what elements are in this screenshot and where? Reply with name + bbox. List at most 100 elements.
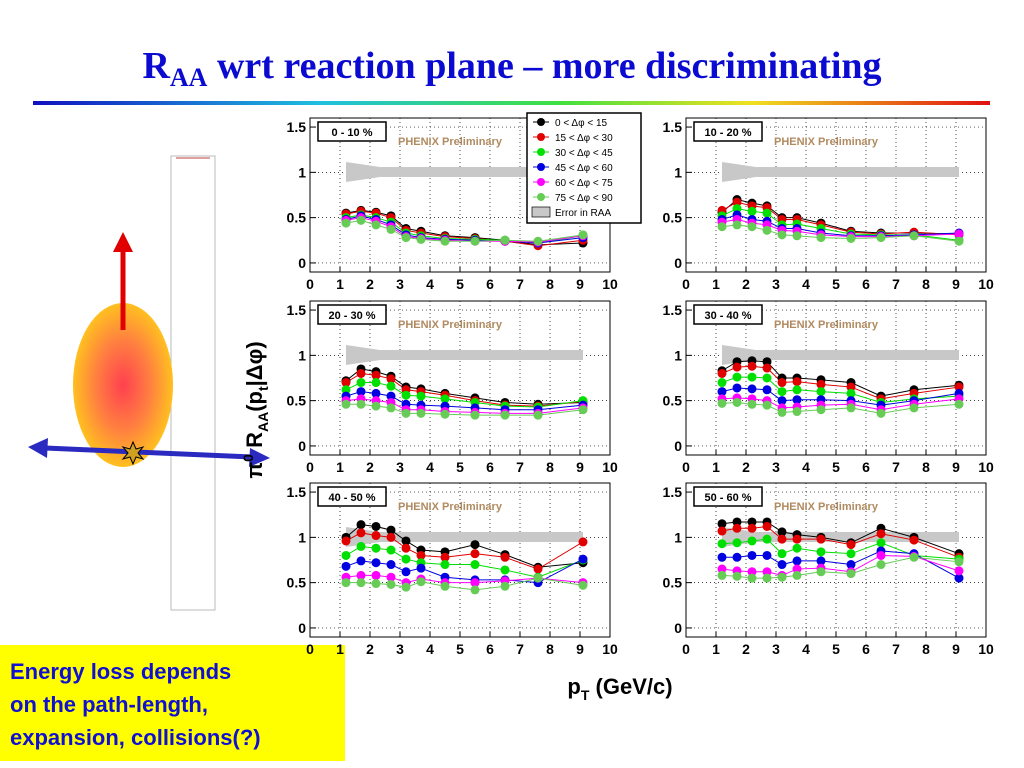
y-axis-label: π0 RAA(pt|Δφ): [240, 341, 271, 478]
data-point: [356, 399, 366, 409]
data-point: [470, 560, 480, 570]
legend-label: 45 < Δφ < 60: [555, 163, 613, 174]
note-line: Energy loss depends: [10, 659, 231, 684]
inset-frame: [170, 155, 216, 611]
data-point: [777, 396, 787, 406]
data-point: [762, 550, 772, 560]
data-point: [533, 410, 543, 420]
y-tick-label: 1: [674, 164, 682, 180]
legend-label: 60 < Δφ < 75: [555, 178, 613, 189]
data-point: [777, 527, 787, 537]
x-tick-label: 2: [366, 276, 374, 292]
data-point: [578, 580, 588, 590]
data-point: [440, 560, 450, 570]
data-point: [792, 543, 802, 553]
data-point: [717, 398, 727, 408]
data-point: [371, 579, 381, 589]
data-point: [401, 536, 411, 546]
y-tick-label: 1: [298, 347, 306, 363]
data-point: [401, 554, 411, 564]
data-point: [717, 222, 727, 232]
data-point: [816, 387, 826, 397]
x-tick-label: 1: [712, 459, 720, 475]
data-point: [762, 400, 772, 410]
x-tick-label: 1: [336, 459, 344, 475]
data-point: [717, 519, 727, 529]
x-tick-label: 10: [978, 276, 994, 292]
legend-marker: [537, 148, 545, 156]
label-part: p: [567, 674, 580, 699]
x-tick-label: 0: [682, 276, 690, 292]
x-tick-label: 3: [396, 641, 404, 657]
data-point: [470, 578, 480, 588]
data-point: [500, 581, 510, 591]
x-tick-label: 2: [742, 276, 750, 292]
data-point: [954, 236, 964, 246]
title-part: R: [142, 45, 170, 87]
x-tick-label: 9: [576, 641, 584, 657]
data-point: [356, 578, 366, 588]
y-tick-label: 0.5: [663, 393, 683, 409]
data-point: [371, 570, 381, 580]
data-point: [500, 235, 510, 245]
data-point: [533, 573, 543, 583]
x-tick-label: 4: [802, 276, 810, 292]
data-point: [356, 215, 366, 225]
label-sub: AA: [255, 412, 271, 432]
data-point: [777, 378, 787, 388]
data-point: [777, 572, 787, 582]
x-tick-label: 1: [712, 641, 720, 657]
data-point: [747, 372, 757, 382]
y-tick-label: 1: [298, 164, 306, 180]
data-point: [500, 565, 510, 575]
data-point: [500, 552, 510, 562]
data-point: [762, 534, 772, 544]
data-point: [732, 220, 742, 230]
x-tick-label: 9: [952, 459, 960, 475]
data-point: [717, 552, 727, 562]
data-point: [816, 567, 826, 577]
data-point: [876, 550, 886, 560]
data-point: [792, 231, 802, 241]
data-point: [371, 378, 381, 388]
x-tick-label: 10: [602, 459, 618, 475]
data-point: [717, 564, 727, 574]
panel-label: 0 - 10 %: [332, 127, 373, 139]
data-point: [762, 208, 772, 218]
x-tick-label: 6: [862, 459, 870, 475]
x-tick-label: 5: [832, 276, 840, 292]
panel-label-box: [317, 121, 387, 142]
data-point: [500, 410, 510, 420]
data-point: [341, 378, 351, 388]
data-point: [762, 573, 772, 583]
legend-marker: [537, 133, 545, 141]
data-point: [371, 543, 381, 553]
label-part: (GeV/c): [589, 674, 672, 699]
note-line: on the path-length,: [10, 692, 208, 717]
x-tick-label: 5: [456, 459, 464, 475]
x-tick-label: 4: [802, 641, 810, 657]
annotation: PHENIX Preliminary: [398, 136, 503, 148]
data-point: [416, 563, 426, 573]
x-tick-label: 6: [862, 276, 870, 292]
y-tick-label: 0.5: [287, 575, 307, 591]
data-point: [732, 571, 742, 581]
x-tick-label: 0: [306, 459, 314, 475]
data-point: [954, 399, 964, 409]
x-tick-label: 7: [516, 641, 524, 657]
data-point: [792, 556, 802, 566]
title-part: wrt reaction plane – more discriminating: [207, 45, 881, 87]
legend-label: 0 < Δφ < 15: [555, 118, 608, 129]
data-point: [777, 549, 787, 559]
x-tick-label: 7: [892, 459, 900, 475]
data-point: [846, 569, 856, 579]
data-point: [846, 382, 856, 392]
data-point: [816, 379, 826, 389]
data-point: [356, 368, 366, 378]
data-point: [816, 233, 826, 243]
label-sup: 0: [240, 454, 256, 462]
data-point: [416, 391, 426, 401]
x-tick-label: 7: [516, 276, 524, 292]
data-point: [386, 381, 396, 391]
